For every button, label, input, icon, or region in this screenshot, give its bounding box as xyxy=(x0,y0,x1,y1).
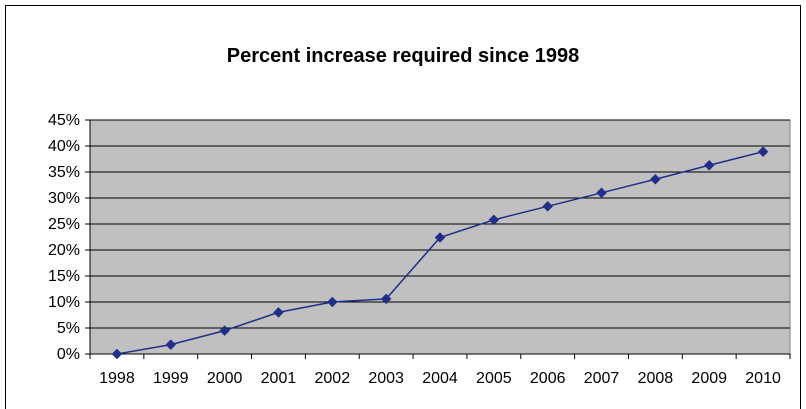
x-tick-label: 2010 xyxy=(745,370,781,387)
y-tick-label: 5% xyxy=(57,320,80,337)
x-tick-label: 2009 xyxy=(691,370,727,387)
data-point-marker xyxy=(111,348,123,360)
chart-title: Percent increase required since 1998 xyxy=(226,45,580,67)
x-tick-label: 2002 xyxy=(315,370,351,387)
data-point-marker xyxy=(380,293,392,305)
x-tick-label: 1999 xyxy=(153,370,189,387)
x-tick-label: 2004 xyxy=(422,370,458,387)
data-point-marker xyxy=(757,146,769,158)
y-tick-label: 25% xyxy=(48,216,80,233)
data-point-marker xyxy=(703,159,715,171)
x-tick-label: 2008 xyxy=(638,370,674,387)
data-point-marker xyxy=(326,296,338,308)
y-tick-label: 35% xyxy=(48,164,80,181)
x-tick-label: 2007 xyxy=(584,370,620,387)
x-tick-label: 2003 xyxy=(368,370,404,387)
data-point-marker xyxy=(596,187,607,199)
y-tick-label: 40% xyxy=(48,138,80,155)
y-tick-label: 0% xyxy=(57,346,80,363)
data-point-marker xyxy=(434,232,446,243)
data-point-marker xyxy=(542,200,554,212)
x-tick-label: 2005 xyxy=(476,370,512,387)
data-point-marker xyxy=(650,173,661,185)
data-point-marker xyxy=(219,325,230,336)
data-point-marker xyxy=(488,214,500,226)
x-tick-label: 1998 xyxy=(99,370,135,387)
x-tick-label: 2001 xyxy=(261,370,297,387)
y-tick-label: 30% xyxy=(48,190,80,207)
data-point-marker xyxy=(165,339,177,350)
x-tick-label: 2006 xyxy=(530,370,566,387)
y-tick-label: 20% xyxy=(48,242,80,259)
y-tick-label: 15% xyxy=(48,268,80,285)
y-tick-label: 45% xyxy=(48,112,80,129)
data-point-marker xyxy=(273,307,284,318)
x-tick-label: 2000 xyxy=(207,370,243,387)
y-tick-label: 10% xyxy=(48,294,80,311)
